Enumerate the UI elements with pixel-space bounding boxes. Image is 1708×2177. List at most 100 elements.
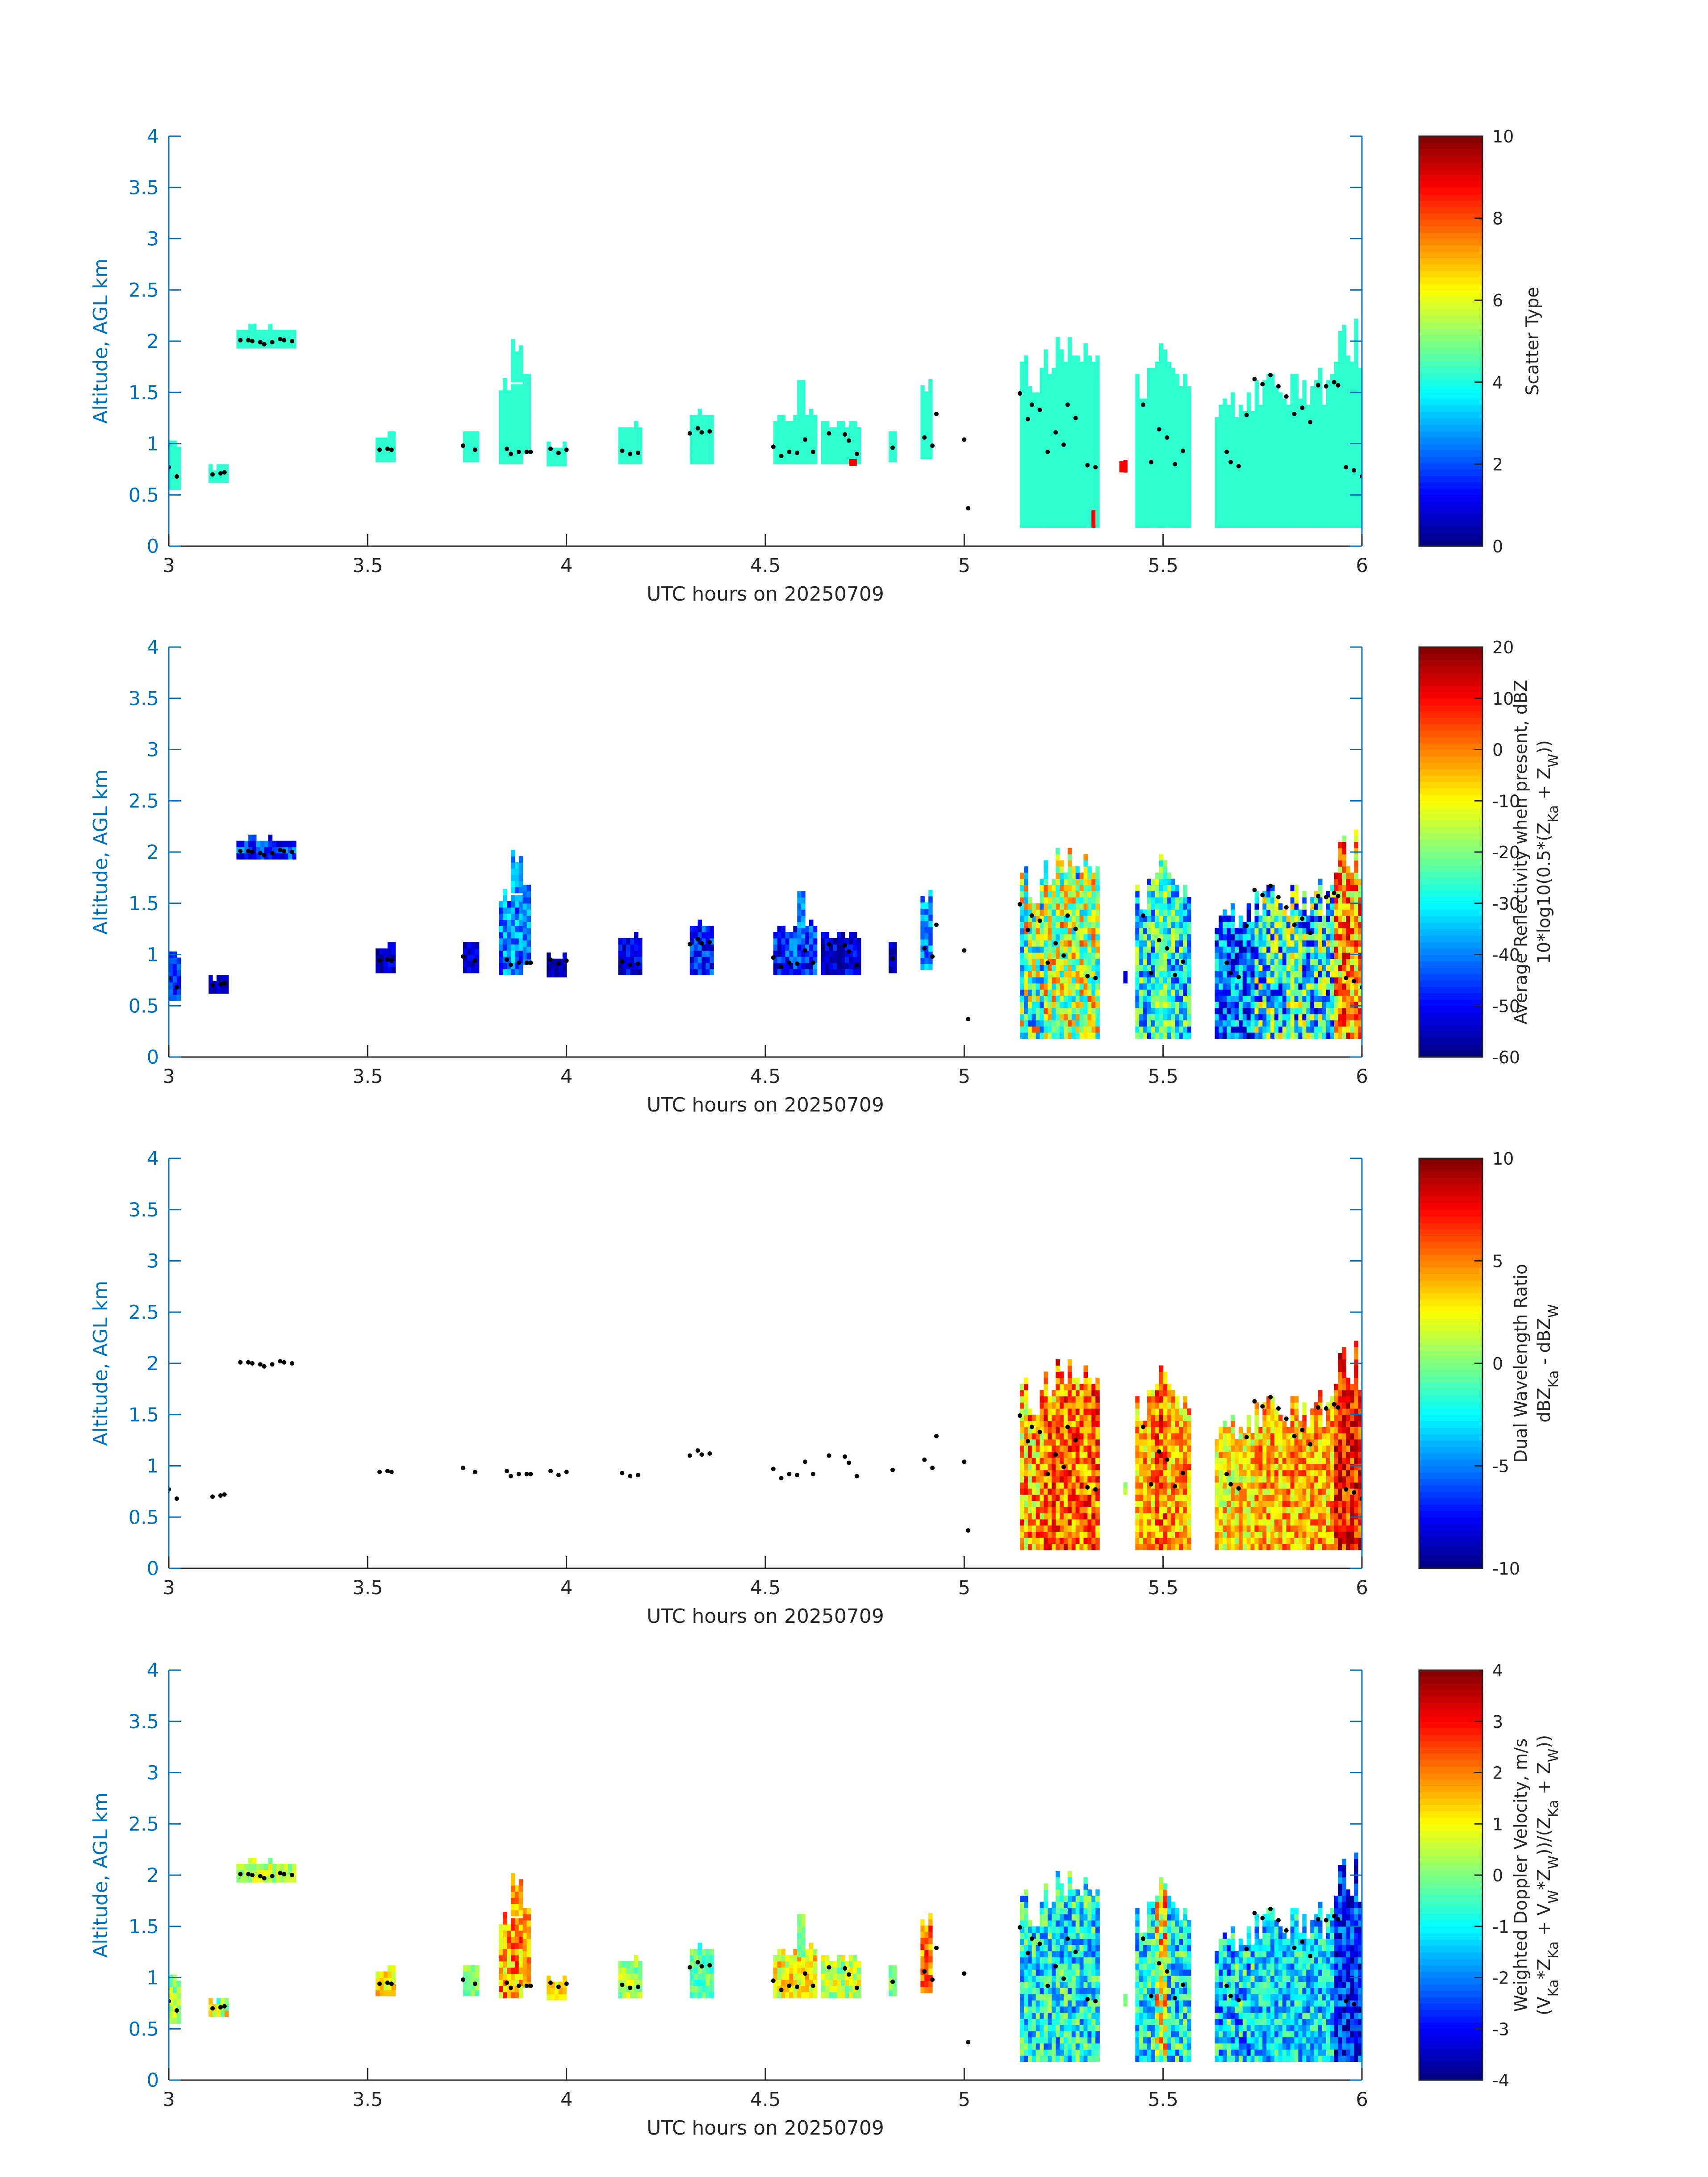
heatmap-cell: [514, 944, 519, 951]
heatmap-cell: [1123, 971, 1128, 978]
heatmap-cell: [1139, 491, 1144, 497]
heatmap-cell: [1139, 1032, 1144, 1039]
heatmap-cell: [1056, 368, 1060, 375]
heatmap-cell: [1246, 509, 1251, 516]
heatmap-cell: [813, 458, 818, 464]
heatmap-cell: [1250, 491, 1255, 497]
heatmap-cell: [1163, 995, 1168, 1002]
cloud-base-point: [779, 454, 784, 459]
heatmap-cell: [1274, 497, 1279, 504]
heatmap-cell: [1163, 503, 1168, 510]
heatmap-cell: [1083, 1002, 1088, 1008]
heatmap-cell: [1064, 435, 1068, 442]
heatmap-cell: [1246, 429, 1251, 436]
heatmap-cell: [1143, 429, 1148, 436]
heatmap-cell: [1330, 466, 1335, 473]
heatmap-cell: [1067, 1007, 1072, 1015]
heatmap-cell: [376, 450, 380, 456]
heatmap-cell: [1044, 1014, 1048, 1020]
heatmap-cell: [1155, 411, 1160, 418]
heatmap-cell: [829, 957, 834, 963]
heatmap-cell: [825, 962, 830, 969]
heatmap-cell: [924, 403, 929, 410]
heatmap-cell: [1163, 447, 1168, 455]
heatmap-cell: [1254, 429, 1259, 436]
heatmap-cell: [1151, 958, 1156, 965]
heatmap-cell: [1179, 1032, 1183, 1039]
heatmap-cell: [1079, 368, 1084, 375]
heatmap-cell: [1215, 1007, 1219, 1015]
heatmap-cell: [1027, 460, 1032, 467]
heatmap-cell: [1266, 398, 1271, 405]
heatmap-cell: [1075, 374, 1080, 380]
heatmap-cell: [1067, 983, 1072, 990]
heatmap-cell: [1143, 398, 1148, 405]
heatmap-cell: [1318, 491, 1323, 497]
heatmap-cell: [260, 336, 265, 343]
heatmap-cell: [1183, 405, 1187, 411]
heatmap-cell: [172, 976, 177, 983]
heatmap-cell: [785, 962, 790, 969]
heatmap-cell: [1238, 485, 1243, 491]
heatmap-cell: [845, 962, 849, 969]
heatmap-cell: [1183, 466, 1187, 473]
heatmap-cell: [1266, 435, 1271, 442]
heatmap-cell: [1238, 435, 1243, 442]
heatmap-cell: [1262, 503, 1267, 510]
heatmap-cell: [1175, 405, 1179, 411]
heatmap-cell: [1234, 447, 1239, 455]
heatmap-cell: [797, 969, 802, 975]
heatmap-cell: [264, 330, 269, 337]
heatmap-cell: [889, 450, 893, 456]
heatmap-cell: [1187, 441, 1191, 448]
heatmap-cell: [514, 881, 519, 887]
heatmap-cell: [1215, 989, 1219, 996]
heatmap-cell: [1338, 503, 1343, 510]
heatmap-cell: [1079, 485, 1084, 491]
heatmap-cell: [1064, 891, 1068, 898]
heatmap-cell: [1175, 392, 1179, 399]
heatmap-cell: [1266, 509, 1271, 516]
heatmap-cell: [1238, 405, 1243, 411]
heatmap-cell: [856, 950, 861, 957]
heatmap-cell: [789, 451, 793, 459]
heatmap-cell: [510, 339, 515, 346]
heatmap-cell: [1354, 411, 1358, 418]
cloud-base-point: [505, 446, 509, 451]
heatmap-cell: [1270, 441, 1275, 448]
heatmap-cell: [1071, 521, 1076, 528]
heatmap-cell: [1231, 521, 1235, 528]
heatmap-cell: [1187, 977, 1191, 984]
colorbar-segment: [1419, 290, 1482, 297]
heatmap-cell: [1075, 1020, 1080, 1027]
heatmap-cell: [1027, 485, 1032, 491]
heatmap-cell: [630, 427, 635, 434]
heatmap-cell: [1346, 392, 1350, 399]
heatmap-cell: [1270, 417, 1275, 424]
heatmap-cell: [1231, 503, 1235, 510]
heatmap-cell: [1262, 460, 1267, 467]
heatmap-cell: [1155, 1014, 1160, 1020]
heatmap-cell: [1326, 411, 1331, 418]
heatmap-cell: [1083, 503, 1088, 510]
heatmap-cell: [1306, 429, 1311, 436]
heatmap-cell: [1071, 491, 1076, 497]
heatmap-cell: [1023, 411, 1028, 418]
heatmap-cell: [1155, 971, 1160, 978]
heatmap-cell: [1056, 915, 1060, 922]
heatmap-cell: [801, 903, 806, 910]
heatmap-cell: [176, 988, 181, 995]
heatmap-cell: [1338, 441, 1343, 448]
heatmap-cell: [1270, 454, 1275, 460]
heatmap-cell: [634, 957, 639, 963]
heatmap-cell: [1091, 983, 1096, 990]
heatmap-cell: [809, 409, 814, 415]
heatmap-cell: [785, 439, 790, 446]
heatmap-cell: [391, 948, 396, 955]
heatmap-cell: [499, 907, 503, 914]
heatmap-cell: [1027, 435, 1032, 442]
heatmap-cell: [1159, 946, 1164, 953]
heatmap-cell: [1064, 509, 1068, 516]
heatmap-cell: [1227, 983, 1231, 990]
heatmap-cell: [622, 433, 626, 440]
